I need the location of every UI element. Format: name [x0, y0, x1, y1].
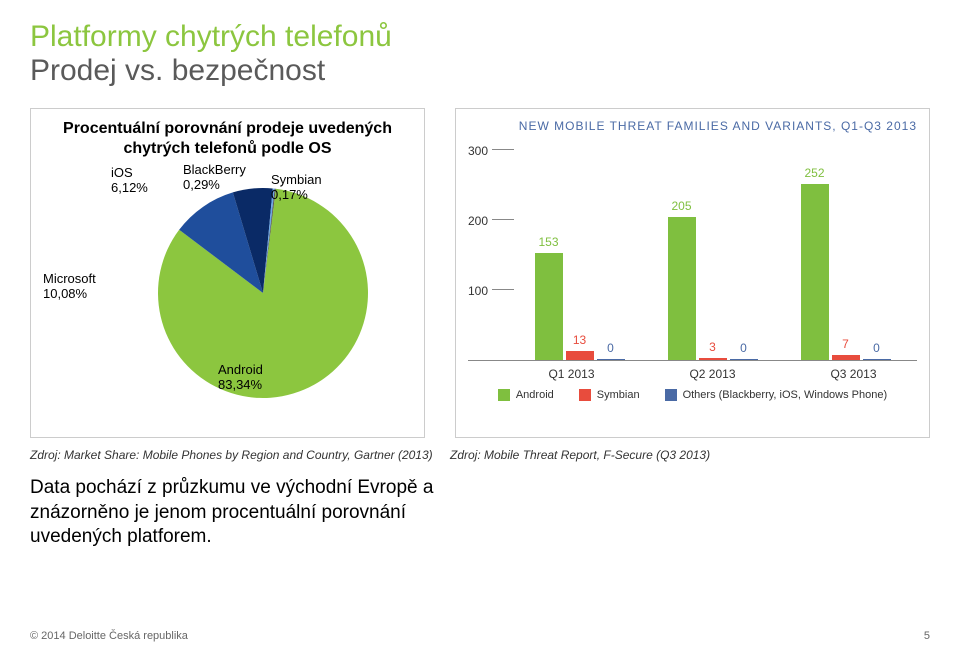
bar-android: 252 [801, 184, 829, 360]
bar-plot: 1002003001531302053025270 [468, 151, 917, 361]
bar-others: 0 [597, 359, 625, 360]
legend-label: Symbian [597, 389, 640, 401]
bar-value-label: 0 [863, 341, 891, 355]
bar-value-label: 205 [668, 199, 696, 213]
bar-symbian: 3 [699, 358, 727, 360]
footer: © 2014 Deloitte Česká republika 5 [30, 630, 930, 642]
bar-value-label: 13 [566, 333, 594, 347]
ytick: 200 [468, 214, 514, 228]
legend-swatch [498, 389, 510, 401]
slide-title: Platformy chytrých telefonů Prodej vs. b… [30, 20, 930, 88]
pie-wrap: Android83,34% Microsoft10,08% iOS6,12% Blac… [43, 163, 412, 418]
bar-android: 205 [668, 217, 696, 361]
title-line2: Prodej vs. bezpečnost [30, 54, 930, 88]
bar-others: 0 [730, 359, 758, 360]
legend-label: Others (Blackberry, iOS, Windows Phone) [683, 389, 888, 401]
bar-chart-title: NEW MOBILE THREAT FAMILIES AND VARIANTS,… [468, 119, 917, 133]
pie-label-android: Android83,34% [218, 363, 263, 393]
bar-chart: NEW MOBILE THREAT FAMILIES AND VARIANTS,… [455, 108, 930, 438]
bar-group: 20530 [668, 217, 758, 361]
pie-label-ios: iOS6,12% [111, 166, 148, 196]
legend-item: Others (Blackberry, iOS, Windows Phone) [665, 389, 888, 401]
title-line1: Platformy chytrých telefonů [30, 20, 930, 54]
bar-value-label: 252 [801, 166, 829, 180]
charts-row: Procentuální porovnání prodeje uvedených… [30, 108, 930, 438]
pie-chart: Procentuální porovnání prodeje uvedených… [30, 108, 425, 438]
ytick: 300 [468, 144, 514, 158]
footer-page-number: 5 [924, 630, 930, 642]
bar-group: 25270 [801, 184, 891, 360]
bar-others: 0 [863, 359, 891, 360]
pie-chart-title: Procentuální porovnání prodeje uvedených… [43, 119, 412, 159]
sources-row: Zdroj: Market Share: Mobile Phones by Re… [30, 448, 930, 462]
pie-label-blackberry: BlackBerry0,29% [183, 163, 246, 193]
pie-svg [138, 163, 388, 418]
legend-swatch [665, 389, 677, 401]
footer-copyright: © 2014 Deloitte Česká republika [30, 630, 188, 642]
bar-symbian: 7 [832, 355, 860, 360]
bar-value-label: 3 [699, 340, 727, 354]
bar-symbian: 13 [566, 351, 594, 360]
xlabel: Q2 2013 [689, 367, 735, 381]
bar-legend: Android Symbian Others (Blackberry, iOS, W… [468, 389, 917, 401]
pie-label-symbian: Symbian0,17% [271, 173, 322, 203]
legend-item: Android [498, 389, 554, 401]
body-text: Data pochází z průzkumu ve východní Evro… [30, 476, 460, 550]
legend-swatch [579, 389, 591, 401]
xlabel: Q3 2013 [830, 367, 876, 381]
bar-value-label: 0 [597, 341, 625, 355]
bar-value-label: 0 [730, 341, 758, 355]
pie-label-microsoft: Microsoft10,08% [43, 272, 96, 302]
bar-group: 153130 [535, 253, 625, 360]
ytick: 100 [468, 284, 514, 298]
source-right: Zdroj: Mobile Threat Report, F-Secure (Q… [450, 448, 920, 462]
bar-value-label: 153 [535, 235, 563, 249]
bar-value-label: 7 [832, 337, 860, 351]
bar-xlabels: Q1 2013 Q2 2013 Q3 2013 [501, 367, 924, 381]
legend-item: Symbian [579, 389, 640, 401]
xlabel: Q1 2013 [548, 367, 594, 381]
bars-area: 1531302053025270 [513, 151, 912, 360]
source-left: Zdroj: Market Share: Mobile Phones by Re… [30, 448, 450, 462]
bar-android: 153 [535, 253, 563, 360]
legend-label: Android [516, 389, 554, 401]
